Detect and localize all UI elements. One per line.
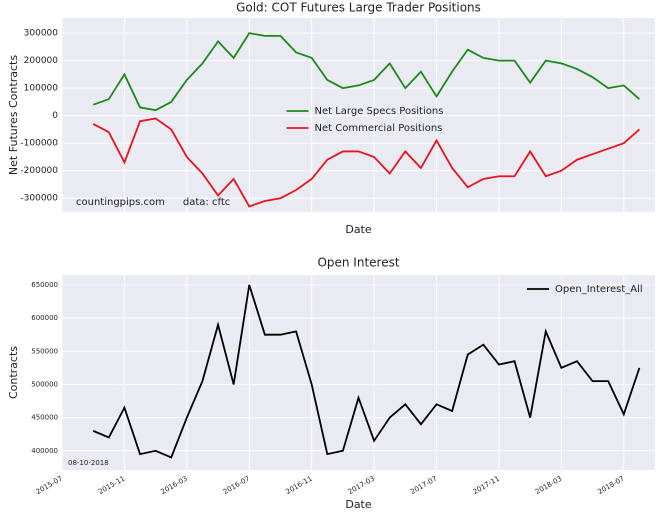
- y-tick-label: -300000: [20, 194, 58, 204]
- x-axis-label: Date: [345, 223, 372, 236]
- series-line: [92, 284, 641, 459]
- x-tick-label: 2016-03: [160, 475, 189, 497]
- y-tick-label: -100000: [20, 139, 58, 149]
- x-tick-label: 2018-03: [534, 475, 563, 497]
- annotation: 08-10-2018: [68, 459, 109, 467]
- x-tick-label: 2016-11: [284, 475, 313, 497]
- legend-label: Net Commercial Positions: [315, 123, 443, 134]
- x-tick-label: 2016-07: [222, 475, 251, 497]
- y-axis-label: Contracts: [7, 346, 20, 399]
- x-tick-label: 2017-11: [472, 475, 501, 497]
- plot-area: [62, 275, 655, 470]
- y-tick-label: 0: [52, 111, 58, 121]
- x-axis-label: Date: [345, 498, 372, 511]
- legend-label: Net Large Specs Positions: [315, 106, 444, 117]
- y-tick-label: 300000: [24, 29, 59, 39]
- chart-title: Open Interest: [317, 256, 399, 270]
- series-line: [92, 32, 640, 112]
- series-line: [92, 117, 640, 208]
- y-tick-label: 600000: [31, 314, 58, 322]
- y-tick-label: 650000: [31, 281, 58, 289]
- y-tick-label: 400000: [31, 447, 58, 455]
- plot-area: [62, 18, 655, 212]
- x-tick-label: 2018-07: [596, 475, 625, 497]
- x-tick-label: 2015-11: [97, 475, 126, 497]
- annotation: data: cftc: [183, 197, 230, 208]
- y-tick-label: 450000: [31, 414, 58, 422]
- y-axis-label: Net Futures Contracts: [7, 55, 20, 175]
- x-tick-label: 2015-07: [35, 475, 64, 497]
- annotation: countingpips.com: [76, 197, 165, 208]
- y-tick-label: 200000: [24, 56, 59, 66]
- chart-title: Gold: COT Futures Large Trader Positions: [236, 1, 481, 15]
- x-tick-label: 2017-03: [347, 475, 376, 497]
- y-tick-label: 100000: [24, 84, 59, 94]
- y-tick-label: 550000: [31, 347, 58, 355]
- x-tick-label: 2017-07: [409, 475, 438, 497]
- legend-label: Open_Interest_All: [555, 284, 643, 295]
- y-tick-label: 500000: [31, 380, 58, 388]
- y-tick-label: -200000: [20, 166, 58, 176]
